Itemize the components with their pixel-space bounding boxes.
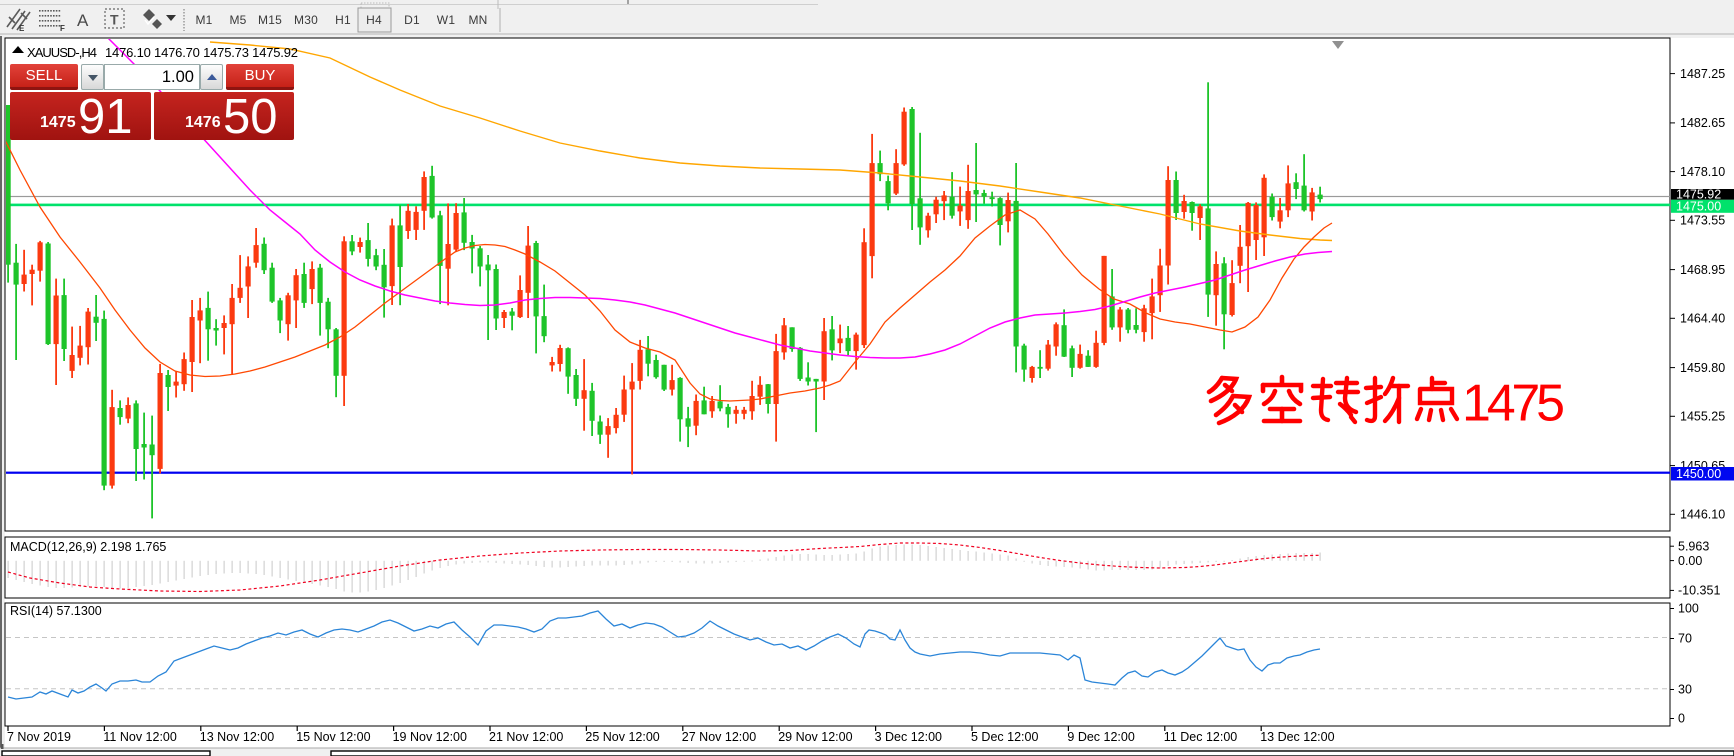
svg-text:1478.10: 1478.10 (1680, 165, 1725, 179)
svg-text:1487.25: 1487.25 (1680, 67, 1725, 81)
svg-text:E: E (19, 24, 25, 33)
svg-text:M15: M15 (258, 13, 282, 27)
svg-text:7 Nov 2019: 7 Nov 2019 (7, 730, 71, 744)
svg-text:30: 30 (1678, 683, 1692, 697)
svg-text:1482.65: 1482.65 (1680, 116, 1725, 130)
svg-text:1475.92: 1475.92 (1676, 188, 1721, 202)
svg-text:M30: M30 (294, 13, 318, 27)
svg-text:M5: M5 (229, 13, 246, 27)
svg-text:1468.95: 1468.95 (1680, 263, 1725, 277)
svg-text:W1: W1 (437, 13, 456, 27)
svg-text:0.00: 0.00 (1678, 554, 1702, 568)
svg-text:D1: D1 (404, 13, 420, 27)
svg-text:A: A (77, 11, 89, 30)
svg-text:11 Nov 12:00: 11 Nov 12:00 (103, 730, 176, 744)
svg-text:1476.10 1476.70 1475.73 1475.9: 1476.10 1476.70 1475.73 1475.92 (105, 45, 298, 60)
svg-text:5.963: 5.963 (1678, 539, 1709, 553)
svg-text:21 Nov 12:00: 21 Nov 12:00 (489, 730, 563, 744)
svg-text:1475: 1475 (1462, 375, 1565, 433)
svg-text:1473.55: 1473.55 (1680, 214, 1725, 228)
svg-text:29 Nov 12:00: 29 Nov 12:00 (778, 730, 852, 744)
svg-text:0: 0 (1678, 712, 1685, 726)
svg-text:70: 70 (1678, 632, 1692, 646)
svg-text:9 Dec 12:00: 9 Dec 12:00 (1067, 730, 1134, 744)
svg-text:5 Dec 12:00: 5 Dec 12:00 (971, 730, 1038, 744)
svg-text:100: 100 (1678, 602, 1699, 616)
svg-text:1475.00: 1475.00 (1676, 200, 1721, 214)
svg-text:MN: MN (468, 13, 487, 27)
svg-text:25 Nov 12:00: 25 Nov 12:00 (585, 730, 659, 744)
svg-text:RSI(14) 57.1300: RSI(14) 57.1300 (10, 604, 102, 618)
svg-text:3 Dec 12:00: 3 Dec 12:00 (875, 730, 942, 744)
svg-text:13 Dec 12:00: 13 Dec 12:00 (1260, 730, 1334, 744)
svg-text:11 Dec 12:00: 11 Dec 12:00 (1164, 730, 1237, 744)
svg-text:T: T (110, 12, 119, 28)
svg-text:27 Nov 12:00: 27 Nov 12:00 (682, 730, 756, 744)
svg-text:1464.40: 1464.40 (1680, 312, 1725, 326)
svg-text:1459.80: 1459.80 (1680, 361, 1725, 375)
svg-text:M1: M1 (195, 13, 212, 27)
svg-text:XAUUSD-,H4: XAUUSD-,H4 (27, 45, 97, 60)
svg-text:1455.25: 1455.25 (1680, 410, 1725, 424)
svg-text:H1: H1 (335, 13, 351, 27)
svg-text:15 Nov 12:00: 15 Nov 12:00 (296, 730, 370, 744)
svg-text:MACD(12,26,9) 2.198 1.765: MACD(12,26,9) 2.198 1.765 (10, 540, 166, 554)
svg-text:F: F (60, 24, 65, 33)
svg-text:19 Nov 12:00: 19 Nov 12:00 (393, 730, 467, 744)
svg-text:1450.00: 1450.00 (1676, 467, 1721, 481)
svg-text:13 Nov 12:00: 13 Nov 12:00 (200, 730, 274, 744)
svg-text:1446.10: 1446.10 (1680, 508, 1725, 522)
svg-text:-10.351: -10.351 (1678, 584, 1720, 598)
svg-text:H4: H4 (366, 13, 382, 27)
